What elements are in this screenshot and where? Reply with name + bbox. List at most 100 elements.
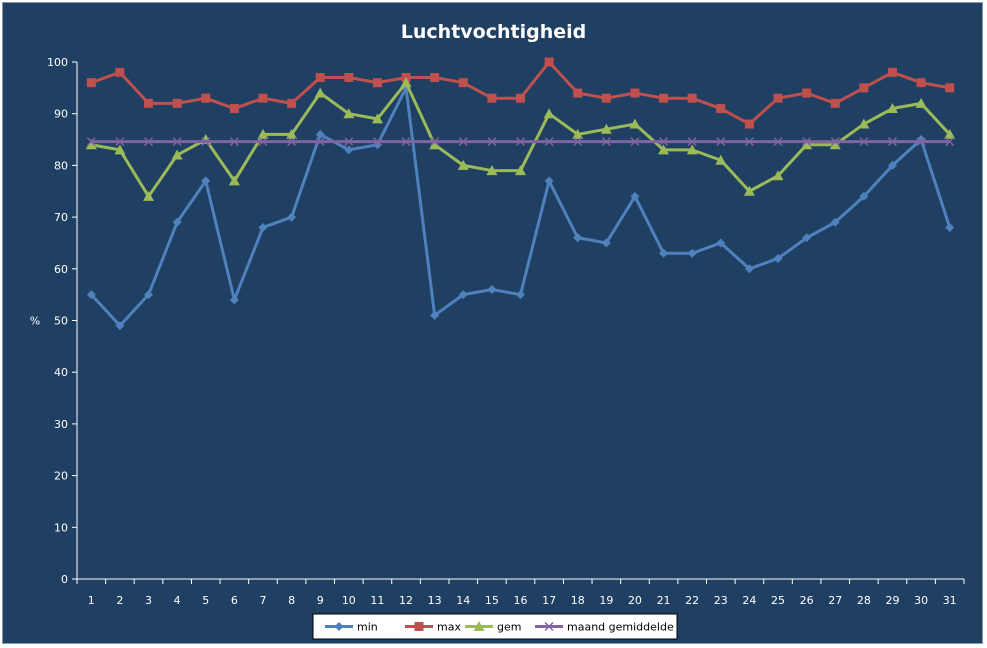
- data-point-min: [258, 222, 268, 232]
- data-point-maand-gemiddelde: [515, 137, 526, 147]
- data-point-maand-gemiddelde: [573, 137, 583, 147]
- data-point-min: [859, 191, 869, 201]
- data-point-maand-gemiddelde: [830, 137, 840, 147]
- data-point-max: [287, 98, 297, 108]
- data-point-gem: [572, 128, 584, 139]
- data-point-max: [372, 78, 382, 88]
- x-tick-label: 21: [657, 594, 671, 607]
- x-tick-label: 18: [571, 594, 585, 607]
- data-point-min: [487, 284, 497, 294]
- data-point-maand-gemiddelde: [172, 137, 182, 147]
- x-tick-label: 24: [742, 594, 756, 607]
- legend-label: maand gemiddelde: [567, 621, 674, 634]
- series-line-max: [90, 60, 950, 126]
- data-point-min: [945, 222, 955, 232]
- data-point-gem: [543, 108, 555, 119]
- data-point-max: [716, 104, 726, 114]
- data-point-gem: [400, 77, 412, 88]
- data-point-min: [115, 321, 125, 331]
- data-point-maand-gemiddelde: [401, 137, 411, 147]
- y-tick-label: 100: [47, 56, 68, 69]
- data-point-gem: [486, 165, 498, 176]
- x-tick-label: 27: [828, 594, 842, 607]
- data-point-max: [916, 78, 926, 88]
- x-tick-label: 5: [202, 594, 209, 607]
- data-point-maand-gemiddelde: [916, 137, 926, 147]
- y-tick-label: 0: [61, 573, 68, 586]
- legend-marker: [334, 622, 344, 631]
- data-point-min: [344, 145, 354, 155]
- y-axis-label: %: [30, 315, 40, 328]
- data-point-gem: [858, 118, 870, 129]
- data-point-max: [887, 67, 897, 77]
- data-point-maand-gemiddelde: [372, 137, 382, 147]
- x-tick-label: 17: [542, 594, 556, 607]
- data-point-max: [258, 93, 268, 103]
- data-point-maand-gemiddelde: [887, 137, 897, 147]
- legend-label: min: [357, 621, 378, 634]
- data-point-max: [172, 98, 182, 108]
- legend-label: gem: [497, 621, 521, 634]
- data-point-maand-gemiddelde: [287, 137, 297, 147]
- data-point-min: [172, 217, 182, 227]
- x-tick-label: 15: [485, 594, 499, 607]
- data-point-max: [945, 83, 955, 93]
- data-point-max: [229, 104, 239, 114]
- data-point-gem: [629, 118, 641, 129]
- x-tick-label: 1: [88, 594, 95, 607]
- y-tick-label: 80: [54, 159, 68, 172]
- x-tick-label: 8: [288, 594, 295, 607]
- x-tick-label: 28: [857, 594, 871, 607]
- data-point-maand-gemiddelde: [201, 137, 211, 147]
- data-point-maand-gemiddelde: [659, 137, 669, 147]
- data-point-min: [830, 217, 840, 227]
- data-point-gem: [457, 159, 469, 170]
- x-tick-label: 7: [259, 594, 266, 607]
- data-point-gem: [658, 144, 670, 155]
- x-tick-label: 29: [885, 594, 899, 607]
- x-tick-label: 10: [342, 594, 356, 607]
- x-tick-label: 9: [317, 594, 324, 607]
- data-point-maand-gemiddelde: [601, 137, 611, 147]
- y-tick-label: 90: [54, 108, 68, 121]
- data-point-maand-gemiddelde: [315, 137, 325, 147]
- data-point-min: [802, 233, 812, 243]
- data-point-min: [573, 233, 583, 243]
- data-point-min: [887, 160, 897, 170]
- data-point-maand-gemiddelde: [144, 137, 154, 147]
- data-point-max: [430, 73, 440, 83]
- data-point-max: [830, 98, 840, 108]
- data-point-gem: [371, 113, 383, 124]
- data-point-maand-gemiddelde: [859, 137, 869, 147]
- data-point-gem: [715, 154, 727, 165]
- data-point-max: [573, 88, 583, 98]
- data-point-min: [659, 248, 669, 258]
- data-point-maand-gemiddelde: [487, 137, 497, 147]
- data-point-gem: [314, 87, 326, 98]
- x-tick-label: 11: [370, 594, 384, 607]
- data-point-min: [315, 129, 325, 139]
- y-tick-label: 40: [54, 366, 68, 379]
- data-point-min: [86, 290, 96, 300]
- data-point-maand-gemiddelde: [430, 137, 440, 147]
- data-point-max: [315, 73, 325, 83]
- data-point-min: [687, 248, 697, 258]
- data-point-gem: [114, 144, 126, 155]
- data-point-maand-gemiddelde: [258, 137, 268, 147]
- data-point-max: [544, 57, 554, 67]
- data-point-max: [659, 93, 669, 103]
- x-tick-label: 4: [174, 594, 181, 607]
- data-point-min: [144, 290, 154, 300]
- legend-marker: [544, 621, 554, 632]
- legend-marker: [473, 621, 485, 631]
- data-point-maand-gemiddelde: [687, 137, 697, 147]
- data-point-max: [516, 93, 525, 103]
- data-point-gem: [228, 175, 240, 186]
- data-point-max: [687, 93, 697, 103]
- x-tick-label: 3: [145, 594, 152, 607]
- data-point-gem: [143, 190, 155, 201]
- data-point-min: [544, 176, 554, 186]
- data-point-max: [744, 119, 754, 129]
- x-tick-label: 25: [771, 594, 785, 607]
